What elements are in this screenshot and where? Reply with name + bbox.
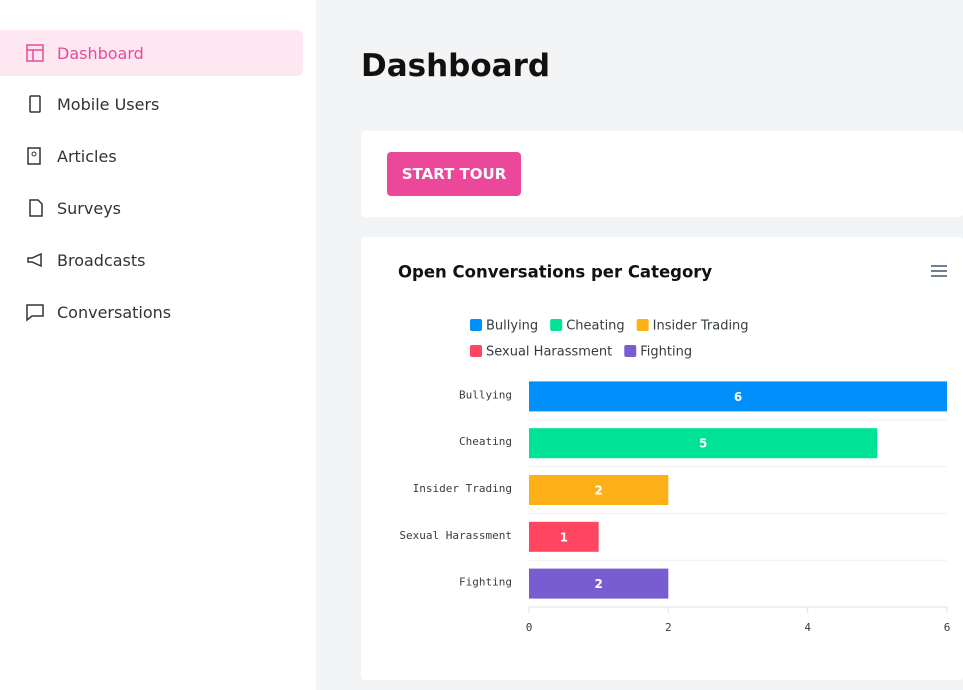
start-tour-button[interactable]: START TOUR [387, 152, 521, 196]
legend-label: Bullying [486, 319, 538, 334]
x-tick-label: 4 [804, 621, 811, 634]
icon [29, 95, 41, 113]
nav-item[interactable]: Mobile Users [0, 81, 303, 127]
nav-item[interactable]: Articles [0, 133, 303, 179]
nav-item[interactable]: Surveys [0, 185, 303, 231]
nav-item[interactable]: Broadcasts [0, 237, 303, 283]
icon [27, 252, 42, 268]
icon [26, 44, 44, 62]
nav-label: Broadcasts [57, 250, 146, 270]
legend-label: Fighting [640, 345, 692, 360]
bar [529, 428, 878, 459]
legend-swatch [636, 319, 649, 331]
bar-value-label: 2 [594, 577, 602, 591]
nav-label: Articles [57, 146, 117, 166]
y-tick-label: Fighting [459, 576, 512, 589]
bar-value-label: 6 [734, 390, 742, 404]
bar-value-label: 2 [594, 484, 602, 498]
nav-label: Conversations [57, 302, 172, 322]
bar-value-label: 5 [699, 437, 707, 451]
nav-label: Dashboard [57, 43, 144, 63]
chart-title: Open Conversations per Category [398, 263, 712, 282]
y-tick-label: Sexual Harassment [399, 529, 512, 542]
nav-label: Mobile Users [57, 94, 160, 114]
chart: Open Conversations per Category Bullying… [398, 263, 951, 635]
legend-label: Insider Trading [653, 319, 749, 334]
card: START TOUR [361, 131, 963, 217]
bar [529, 475, 669, 505]
menu-icon[interactable] [931, 265, 947, 277]
y-tick-label: Bullying [459, 388, 512, 401]
bar [529, 381, 947, 412]
bar [529, 521, 599, 552]
nav-label: Surveys [57, 198, 121, 218]
legend-swatch [550, 319, 563, 331]
legend-swatch [470, 319, 482, 331]
bar-value-label: 1 [560, 530, 568, 544]
x-tick-label: 6 [944, 621, 951, 634]
sidebar: Dashboard Mobile Users Articles Surveys … [0, 0, 316, 690]
icon [29, 199, 43, 217]
nav-item[interactable]: Dashboard [0, 30, 303, 76]
legend-label: Sexual Harassment [486, 345, 612, 360]
y-tick-label: Cheating [459, 435, 512, 448]
icon [27, 147, 41, 165]
x-tick-label: 2 [665, 621, 672, 634]
x-tick-label: 0 [526, 621, 533, 634]
y-tick-label: Insider Trading [413, 482, 512, 495]
legend-label: Cheating [566, 319, 624, 334]
icon [26, 304, 44, 322]
nav-item[interactable]: Conversations [0, 289, 303, 335]
page-title: Dashboard [361, 48, 551, 84]
legend-swatch [470, 345, 482, 357]
legend-swatch [624, 345, 637, 357]
chart-card: Open Conversations per Category Bullying… [361, 237, 963, 680]
bar [529, 568, 669, 599]
